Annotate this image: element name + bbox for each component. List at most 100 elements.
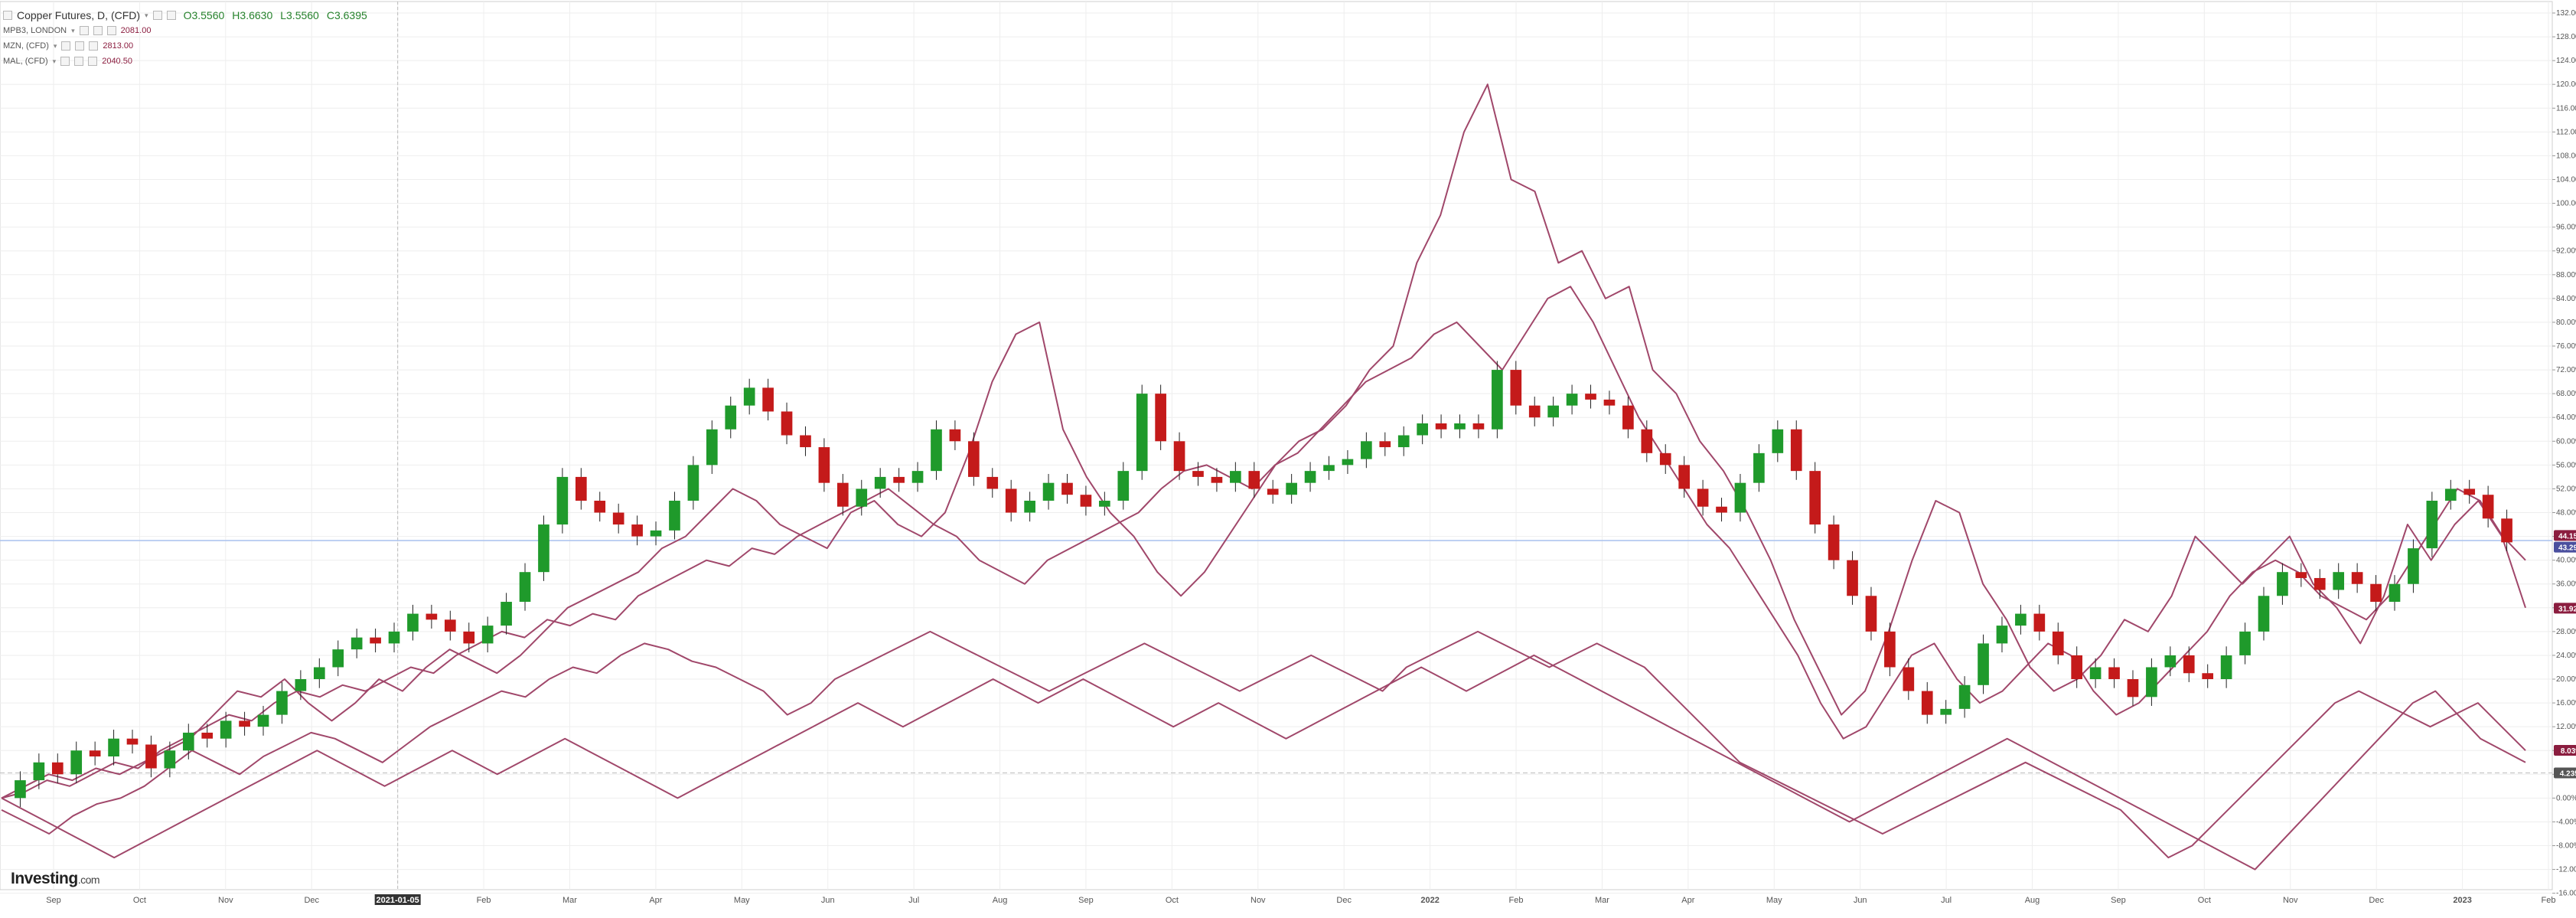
candle-body — [1342, 459, 1354, 466]
candle-body — [1865, 596, 1877, 632]
x-tick-label: Aug — [2025, 896, 2040, 905]
chart-legend: Copper Futures, D, (CFD) ▾ O3.5560 H3.66… — [3, 8, 367, 69]
candle-body — [1099, 500, 1110, 507]
candle-body — [837, 482, 849, 507]
candle-body — [1996, 626, 2008, 644]
candle-body — [1716, 506, 1727, 513]
collapse-icon[interactable] — [3, 11, 12, 20]
close-icon[interactable] — [88, 57, 98, 66]
candle-body — [332, 649, 344, 668]
candle-body — [1790, 429, 1802, 472]
candle-body — [1978, 643, 1989, 685]
x-label-highlight — [374, 894, 421, 905]
chevron-down-icon[interactable]: ▾ — [145, 11, 148, 19]
close-icon[interactable] — [89, 41, 99, 51]
candle-body — [2052, 631, 2064, 655]
candle-body — [1417, 423, 1428, 436]
candle-body — [1958, 684, 1971, 709]
candle-body — [426, 613, 438, 620]
candle-body — [89, 750, 101, 756]
y-tick-label: -4.00% — [2556, 818, 2576, 826]
candle-body — [2258, 596, 2270, 632]
legend-item-symbol: MPB3, LONDON — [3, 26, 67, 35]
candle-body — [1697, 488, 1709, 507]
chevron-down-icon[interactable]: ▾ — [52, 57, 57, 65]
y-tick-label: 16.00% — [2556, 699, 2576, 707]
settings-icon[interactable] — [93, 26, 103, 35]
y-tick-label: 52.00% — [2556, 485, 2576, 493]
x-tick-label: 2022 — [1420, 896, 1439, 905]
x-tick-label: Sep — [46, 896, 61, 905]
candle-body — [2464, 488, 2476, 495]
logo-text: Investing — [11, 870, 78, 887]
candle-body — [2370, 583, 2382, 603]
candle-body — [1435, 423, 1447, 430]
settings-icon[interactable] — [74, 57, 84, 66]
legend-item-value: 2813.00 — [103, 41, 134, 51]
x-tick-label: Dec — [304, 896, 319, 905]
visibility-icon[interactable] — [79, 26, 89, 35]
x-tick-label: Apr — [1681, 896, 1694, 905]
settings-icon[interactable] — [166, 11, 176, 20]
candle-body — [2408, 548, 2419, 584]
candle-body — [2202, 673, 2214, 680]
visibility-icon[interactable] — [60, 57, 70, 66]
candle-body — [743, 387, 755, 406]
candle-body — [1361, 441, 1372, 459]
candle-body — [239, 720, 250, 727]
x-tick-label: Oct — [2198, 896, 2211, 905]
visibility-icon[interactable] — [61, 41, 71, 51]
legend-item-value: 2081.00 — [120, 26, 152, 35]
candle-body — [126, 738, 139, 745]
axis-badge-label: 8.03% — [2561, 747, 2576, 756]
candle-body — [1585, 394, 1596, 400]
candlestick-series — [15, 361, 2512, 808]
legend-low: L3.5560 — [280, 9, 319, 21]
y-tick-label: -8.00% — [2556, 842, 2576, 851]
candle-body — [2295, 572, 2307, 578]
candle-body — [1734, 482, 1746, 513]
candle-body — [313, 667, 325, 680]
candle-body — [2351, 572, 2363, 584]
logo-suffix: .com — [77, 874, 100, 886]
y-tick-label: 124.00% — [2556, 57, 2576, 65]
candle-body — [1173, 441, 1185, 472]
candle-body — [276, 691, 288, 715]
candle-body — [2482, 495, 2494, 519]
x-tick-label: Mar — [562, 896, 577, 905]
x-tick-label: Sep — [1078, 896, 1094, 905]
candle-body — [1492, 370, 1503, 430]
candle-body — [51, 762, 64, 775]
candle-body — [1136, 394, 1148, 472]
chevron-down-icon[interactable]: ▾ — [71, 27, 75, 34]
candle-body — [1921, 691, 1933, 715]
axis-badges: 44.15% 43.29% 31.92% 8.03% 4.2356 — [2554, 530, 2576, 778]
x-tick-label: 2023 — [2453, 896, 2471, 905]
axis-badge-label: 4.2356 — [2560, 769, 2576, 778]
axis-badge-label: 44.15% — [2558, 532, 2576, 541]
close-icon[interactable] — [106, 26, 116, 35]
chevron-down-icon[interactable]: ▾ — [53, 42, 57, 50]
candle-body — [407, 613, 419, 632]
candle-body — [594, 500, 606, 513]
x-tick-label: Apr — [649, 896, 662, 905]
x-tick-label: Dec — [1336, 896, 1352, 905]
y-tick-label: 60.00% — [2556, 437, 2576, 446]
candle-body — [725, 405, 737, 430]
y-tick-label: 96.00% — [2556, 224, 2576, 232]
candle-body — [2444, 488, 2457, 501]
candle-body — [164, 750, 176, 769]
x-tick-label: Nov — [2283, 896, 2298, 905]
series-line-2 — [1, 286, 2526, 799]
series-line-3 — [1, 630, 2526, 859]
settings-icon[interactable] — [75, 41, 85, 51]
legend-main-row: Copper Futures, D, (CFD) ▾ O3.5560 H3.66… — [3, 8, 367, 23]
y-tick-label: 28.00% — [2556, 628, 2576, 636]
candle-body — [612, 512, 624, 525]
visibility-icon[interactable] — [152, 11, 162, 20]
candle-body — [1603, 399, 1616, 406]
candle-body — [650, 530, 662, 537]
candle-body — [220, 720, 232, 739]
